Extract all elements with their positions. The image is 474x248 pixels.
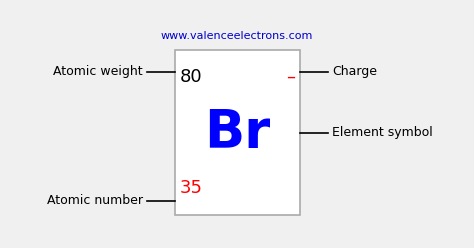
Text: Charge: Charge <box>332 65 377 79</box>
Text: Element symbol: Element symbol <box>332 126 433 139</box>
Text: 35: 35 <box>180 179 203 197</box>
Text: 80: 80 <box>180 68 202 86</box>
Text: www.valenceelectrons.com: www.valenceelectrons.com <box>161 31 313 41</box>
Text: Br: Br <box>204 106 271 158</box>
Text: Atomic weight: Atomic weight <box>54 65 143 79</box>
Bar <box>175 50 300 215</box>
Text: –: – <box>286 68 295 86</box>
Text: Atomic number: Atomic number <box>47 194 143 208</box>
